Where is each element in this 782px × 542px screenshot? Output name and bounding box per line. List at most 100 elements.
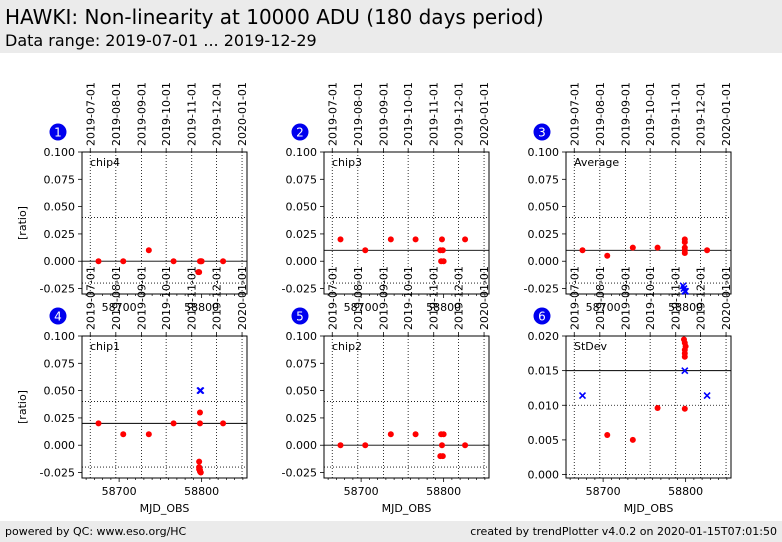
panel-3-date-label: 2019-08-01: [594, 82, 607, 146]
panel-5-data-point: [362, 442, 369, 449]
panel-2-ytick-label: 0.025: [286, 228, 318, 241]
panel-5-date-label: 2019-10-01: [402, 266, 415, 330]
panel-6-xtick-label: 58700: [586, 485, 621, 498]
panel-2-date-label: 2020-01-01: [478, 82, 491, 146]
panel-4-frame: [81, 335, 248, 479]
panel-2-data-point: [362, 247, 369, 254]
panel-2-ytick-label: 0.050: [286, 201, 318, 214]
panel-5-date-label: 2019-08-01: [352, 266, 365, 330]
panel-3-ytick-label: 0.025: [528, 228, 560, 241]
panel-5-badge: [291, 307, 309, 325]
panel-3-badge-number: 3: [538, 126, 546, 140]
panel-2-ytick-label: 0.000: [286, 255, 318, 268]
panel-5-xtick-label: 58800: [426, 485, 461, 498]
panel-5-data-point: [438, 442, 445, 449]
panel-4-data-point: [120, 431, 127, 438]
panel-4-date-label: 2019-07-01: [84, 266, 97, 330]
panel-1-data-point: [170, 258, 177, 265]
panel-1-date-label: 2019-09-01: [135, 82, 148, 146]
panel-5-xlabel: MJD_OBS: [382, 502, 432, 515]
panel-4-date-label: 2019-09-01: [135, 266, 148, 330]
panel-3-data-point: [579, 247, 586, 254]
panel-6-frame: [565, 335, 732, 479]
panel-4-xtick-label: 58800: [184, 485, 219, 498]
panel-4-xtick-label: 58700: [102, 485, 137, 498]
panel-1-ytick-label: 0.075: [44, 173, 76, 186]
panel-1-badge: [49, 123, 67, 141]
panel-5-data-point: [337, 442, 344, 449]
panel-6-date-label: 2019-10-01: [644, 266, 657, 330]
panel-2-badge: [291, 123, 309, 141]
panel-2-ytick-label: -0.025: [282, 283, 317, 296]
panel-6-xtick-label: 58800: [668, 485, 703, 498]
panel-2-data-point: [412, 236, 419, 243]
panel-4-outlier-point: [197, 387, 205, 395]
panel-6-badge-number: 6: [538, 310, 546, 324]
panel-3-date-label: 2019-07-01: [568, 82, 581, 146]
panel-2-ytick-label: 0.100: [286, 146, 318, 159]
panel-6-date-label: 2019-07-01: [568, 266, 581, 330]
panel-6-ytick-label: 0.010: [528, 399, 560, 412]
panel-6-data-point: [629, 436, 636, 443]
panel-1-date-label: 2019-07-01: [84, 82, 97, 146]
panel-5-data-point: [387, 431, 394, 438]
panel-6-date-label: 2020-01-01: [720, 266, 733, 330]
panel-4-ytick-label: 0.025: [44, 412, 76, 425]
panel-3-data-point: [604, 252, 611, 259]
panel-6-data-point: [654, 405, 661, 412]
panel-3-ytick-label: -0.025: [524, 283, 559, 296]
panel-3-ytick-label: 0.000: [528, 255, 560, 268]
panel-5-ytick-label: 0.025: [286, 412, 318, 425]
panel-6-date-label: 2019-11-01: [670, 266, 683, 330]
panel-4-data-point: [196, 420, 203, 427]
panel-6-outlier-point: [703, 392, 711, 400]
panel-3-data-point: [704, 247, 711, 254]
panel-6-data-point: [604, 432, 611, 439]
panel-2-frame: [323, 151, 490, 295]
panel-1-ylabel: [ratio]: [16, 206, 29, 240]
panel-2-xtick-label: 58700: [344, 301, 379, 314]
panel-5-xtick-label: 58700: [344, 485, 379, 498]
panel-2-data-point: [438, 236, 445, 243]
panel-6-outlier-point: [578, 392, 587, 400]
panel-4-data-point: [196, 458, 203, 465]
panel-4-ytick-label: -0.025: [40, 467, 75, 480]
panel-2-date-label: 2019-07-01: [326, 82, 339, 146]
panel-3-ytick-label: 0.075: [528, 173, 560, 186]
panel-2-date-label: 2019-10-01: [402, 82, 415, 146]
panel-1-ytick-label: 0.050: [44, 201, 76, 214]
panel-4-data-point: [95, 420, 102, 427]
panel-6-xlabel: MJD_OBS: [624, 502, 674, 515]
panel-5-series-label: chip2: [332, 340, 362, 353]
panel-1-xtick-label: 58700: [102, 301, 137, 314]
panel-6-ytick-label: 0.000: [528, 469, 560, 482]
panel-6-date-label: 2019-09-01: [619, 266, 632, 330]
panel-5-date-label: 2019-07-01: [326, 266, 339, 330]
panel-3-data-point: [629, 244, 636, 251]
panel-3-xtick-label: 58700: [586, 301, 621, 314]
panel-4-ytick-label: 0.100: [44, 330, 76, 343]
panel-1-data-point: [120, 258, 127, 265]
panel-3-ytick-label: 0.050: [528, 201, 560, 214]
panel-5-date-label: 2020-01-01: [478, 266, 491, 330]
panel-1-data-point: [95, 258, 102, 265]
panel-4-data-point: [145, 431, 152, 438]
panel-6-ytick-label: 0.020: [528, 330, 560, 343]
panel-1-date-label: 2019-08-01: [110, 82, 123, 146]
panel-2-series-label: chip3: [332, 156, 362, 169]
panel-1-data-point: [196, 269, 203, 276]
panel-2-date-label: 2019-08-01: [352, 82, 365, 146]
panel-4-date-label: 2019-10-01: [160, 266, 173, 330]
panel-4-ytick-label: 0.050: [44, 385, 76, 398]
panel-4-xlabel: MJD_OBS: [140, 502, 190, 515]
panel-5-ytick-label: 0.050: [286, 385, 318, 398]
panel-5-frame: [323, 335, 490, 479]
report-header: HAWKI: Non-linearity at 10000 ADU (180 d…: [0, 0, 782, 53]
panel-4-badge-number: 4: [54, 310, 62, 324]
panel-5-badge-number: 5: [296, 310, 304, 324]
panel-3-series-label: Average: [574, 156, 619, 169]
panel-4-series-label: chip1: [90, 340, 120, 353]
footer-generator: created by trendPlotter v4.0.2 on 2020-0…: [470, 525, 777, 538]
panel-1-badge-number: 1: [54, 126, 62, 140]
panel-3-data-point: [681, 239, 688, 246]
